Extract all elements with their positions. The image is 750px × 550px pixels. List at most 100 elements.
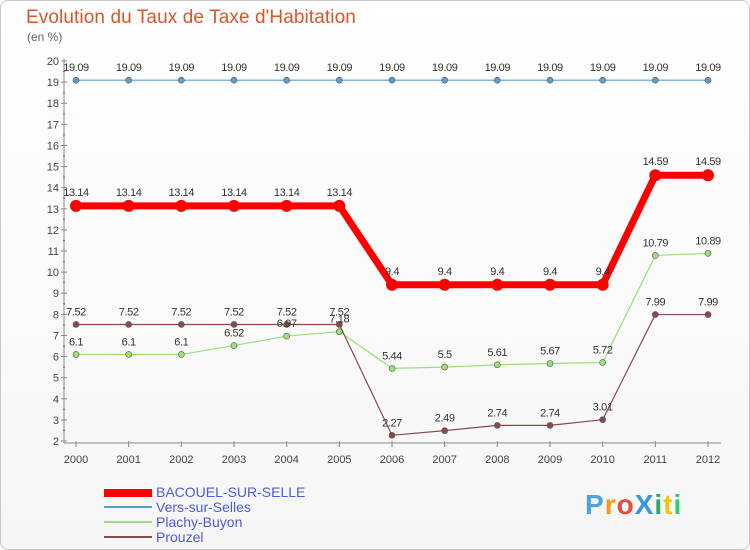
- y-axis-unit: (en %): [27, 30, 63, 44]
- data-point-plachy-buyon-2010: [599, 359, 606, 366]
- data-label-vers-sur-selles-2006: 19.09: [379, 62, 405, 74]
- data-label-bacouel-2007: 9.4: [438, 266, 452, 278]
- data-point-bacouel-2007: [438, 278, 451, 291]
- x-tick-label-2003: 2003: [222, 454, 246, 466]
- proxiti-logo: ProXiti: [585, 489, 682, 521]
- y-tick-label-7: 7: [53, 330, 59, 342]
- data-label-vers-sur-selles-2001: 19.09: [116, 62, 142, 74]
- x-tick-label-2002: 2002: [169, 454, 193, 466]
- data-point-vers-sur-selles-2008: [494, 76, 501, 84]
- data-label-plachy-buyon-2003: 6.52: [224, 328, 244, 340]
- legend-label-prouzel: Prouzel: [156, 529, 204, 545]
- data-label-bacouel-2011: 14.59: [643, 156, 669, 168]
- data-point-prouzel-2012: [704, 311, 712, 318]
- data-point-vers-sur-selles-2002: [178, 76, 185, 84]
- data-label-plachy-buyon-2005: 7.18: [329, 314, 349, 326]
- data-point-prouzel-2000: [72, 321, 80, 328]
- y-tick-label-10: 10: [47, 267, 59, 279]
- y-tick-label-17: 17: [47, 119, 59, 131]
- data-label-plachy-buyon-2011: 10.79: [643, 237, 669, 249]
- data-point-prouzel-2010: [599, 416, 606, 423]
- legend-label-vers-sur-selles: Vers-sur-Selles: [156, 499, 251, 515]
- data-point-vers-sur-selles-2003: [230, 76, 238, 84]
- data-label-prouzel-2009: 2.74: [540, 407, 560, 419]
- data-label-vers-sur-selles-2010: 19.09: [590, 62, 616, 74]
- data-point-prouzel-2009: [546, 422, 554, 429]
- legend-item-vers-sur-selles: Vers-sur-Selles: [104, 499, 364, 515]
- y-tick-label-18: 18: [47, 98, 59, 110]
- y-tick-label-6: 6: [53, 352, 59, 364]
- data-label-vers-sur-selles-2003: 19.09: [221, 62, 247, 74]
- data-point-plachy-buyon-2000: [72, 351, 80, 358]
- data-label-vers-sur-selles-2000: 19.09: [63, 62, 89, 74]
- data-point-vers-sur-selles-2001: [125, 76, 132, 84]
- y-tick-label-4: 4: [53, 394, 59, 406]
- x-tick-label-2006: 2006: [380, 454, 404, 466]
- data-point-plachy-buyon-2002: [178, 351, 185, 358]
- y-tick-label-11: 11: [48, 246, 59, 258]
- data-point-bacouel-2000: [70, 199, 82, 212]
- data-point-vers-sur-selles-2009: [546, 76, 554, 84]
- data-point-vers-sur-selles-2005: [336, 76, 343, 84]
- data-point-prouzel-2008: [494, 422, 501, 429]
- data-point-prouzel-2007: [441, 427, 448, 434]
- data-label-bacouel-2004: 13.14: [274, 187, 300, 199]
- data-point-prouzel-2011: [652, 311, 659, 318]
- x-tick-label-2008: 2008: [485, 454, 509, 466]
- data-label-vers-sur-selles-2004: 19.09: [274, 62, 300, 74]
- legend: BACOUEL-SUR-SELLE Vers-sur-Selles Plachy…: [104, 484, 364, 545]
- data-label-prouzel-2003: 7.52: [224, 306, 244, 318]
- data-label-prouzel-2010: 3.01: [593, 402, 613, 414]
- data-point-prouzel-2005: [336, 321, 343, 328]
- data-point-vers-sur-selles-2007: [441, 76, 448, 84]
- data-label-bacouel-2001: 13.14: [116, 187, 142, 199]
- x-tick-label-2005: 2005: [327, 454, 351, 466]
- y-tick-label-15: 15: [47, 162, 59, 174]
- legend-swatch-plachy-buyon: [104, 521, 152, 523]
- legend-label-bacouel: BACOUEL-SUR-SELLE: [156, 484, 306, 500]
- data-point-vers-sur-selles-2000: [72, 76, 80, 84]
- data-point-bacouel-2005: [333, 199, 346, 212]
- logo-letter: X: [634, 489, 655, 520]
- data-label-plachy-buyon-2002: 6.1: [174, 336, 188, 348]
- data-label-bacouel-2009: 9.4: [543, 266, 557, 278]
- data-point-vers-sur-selles-2006: [388, 76, 396, 84]
- data-point-bacouel-2010: [596, 278, 609, 291]
- data-label-bacouel-2010: 9.4: [596, 266, 610, 278]
- x-tick-label-2001: 2001: [116, 454, 140, 466]
- legend-swatch-prouzel: [104, 536, 152, 538]
- data-label-prouzel-2005: 7.52: [329, 306, 349, 318]
- data-point-bacouel-2012: [702, 169, 714, 182]
- y-tick-label-5: 5: [53, 373, 59, 385]
- data-label-vers-sur-selles-2011: 19.09: [643, 62, 669, 74]
- data-point-bacouel-2002: [175, 199, 188, 212]
- logo-letter: r: [604, 489, 617, 520]
- y-tick-label-9: 9: [53, 288, 59, 300]
- data-point-plachy-buyon-2009: [546, 360, 554, 367]
- data-label-prouzel-2011: 7.99: [645, 297, 665, 309]
- data-point-vers-sur-selles-2011: [652, 76, 659, 84]
- chart-title: Evolution du Taux de Taxe d'Habitation: [26, 7, 356, 28]
- data-point-bacouel-2001: [122, 199, 135, 212]
- x-tick-label-2009: 2009: [538, 454, 562, 466]
- data-label-bacouel-2002: 13.14: [169, 187, 195, 199]
- data-point-vers-sur-selles-2012: [704, 76, 712, 84]
- data-label-bacouel-2003: 13.14: [221, 187, 247, 199]
- data-label-bacouel-2012: 14.59: [695, 156, 721, 168]
- data-label-vers-sur-selles-2005: 19.09: [327, 62, 353, 74]
- x-tick-label-2010: 2010: [590, 454, 614, 466]
- data-point-plachy-buyon-2006: [388, 365, 396, 372]
- data-point-bacouel-2009: [544, 278, 556, 291]
- data-point-prouzel-2006: [388, 431, 396, 439]
- data-label-bacouel-2008: 9.4: [490, 266, 504, 278]
- data-label-vers-sur-selles-2012: 19.09: [695, 62, 721, 74]
- data-point-vers-sur-selles-2004: [283, 76, 290, 84]
- data-point-bacouel-2006: [386, 278, 398, 291]
- data-label-prouzel-2007: 2.49: [435, 413, 455, 425]
- data-label-vers-sur-selles-2007: 19.09: [432, 62, 458, 74]
- y-tick-label-13: 13: [47, 204, 59, 216]
- data-label-plachy-buyon-2004: 6.97: [277, 318, 297, 330]
- y-tick-label-16: 16: [47, 140, 59, 152]
- data-point-plachy-buyon-2007: [441, 363, 448, 371]
